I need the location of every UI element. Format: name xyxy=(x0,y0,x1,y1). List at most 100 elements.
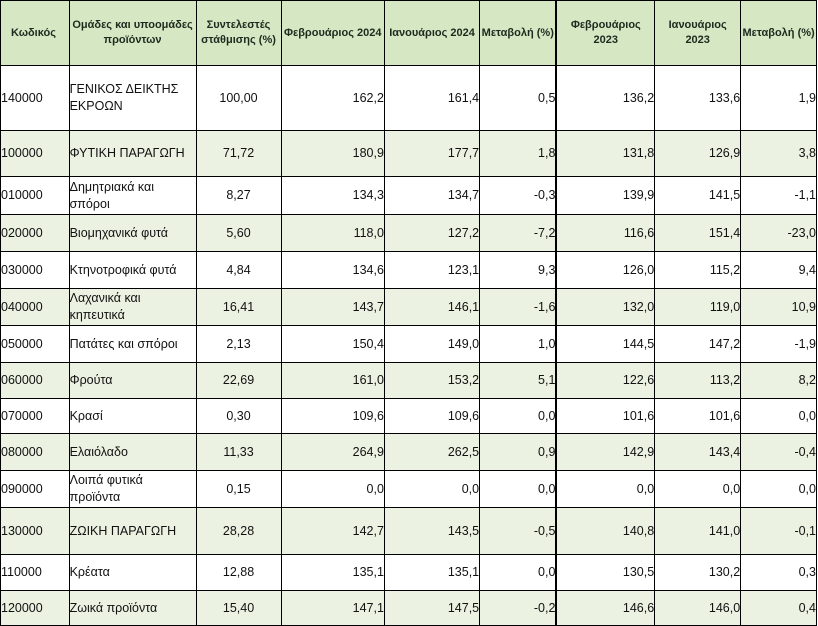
cell-change-2023: -0,4 xyxy=(740,433,817,471)
cell-jan-2023: 126,9 xyxy=(654,130,742,177)
cell-jan-2023: 133,6 xyxy=(654,65,742,131)
cell-group-name: ΖΩΙΚΗ ΠΑΡΑΓΩΓΗ xyxy=(68,507,197,555)
cell-feb-2023: 0,0 xyxy=(555,470,656,508)
header-change-2023: Μεταβολή (%) xyxy=(740,0,817,66)
cell-jan-2024: 134,7 xyxy=(383,176,481,215)
table-row: 140000 ΓΕΝΙΚΟΣ ΔΕΙΚΤΗΣ ΕΚΡΟΩΝ 100,00 162… xyxy=(0,65,817,131)
cell-change-2024: -0,5 xyxy=(479,507,557,555)
cell-jan-2023: 143,4 xyxy=(654,433,742,471)
cell-feb-2023: 122,6 xyxy=(555,362,656,399)
cell-feb-2023: 101,6 xyxy=(555,398,656,434)
cell-change-2023: 0,0 xyxy=(740,398,817,434)
cell-change-2023: 10,9 xyxy=(740,288,817,326)
cell-group-name: Κρέατα xyxy=(68,554,197,591)
cell-code: 070000 xyxy=(0,398,70,434)
cell-group-name: Βιομηχανικά φυτά xyxy=(68,214,197,252)
cell-feb-2023: 131,8 xyxy=(555,130,656,177)
cell-jan-2024: 127,2 xyxy=(383,214,481,252)
cell-change-2024: 0,9 xyxy=(479,433,557,471)
cell-code: 140000 xyxy=(0,65,70,131)
cell-feb-2024: 134,6 xyxy=(280,251,385,289)
cell-feb-2024: 142,7 xyxy=(280,507,385,555)
cell-change-2024: 1,0 xyxy=(479,325,557,363)
cell-jan-2023: 113,2 xyxy=(654,362,742,399)
cell-change-2023: -23,0 xyxy=(740,214,817,252)
cell-weight: 28,28 xyxy=(195,507,282,555)
cell-code: 090000 xyxy=(0,470,70,508)
cell-change-2024: 9,3 xyxy=(479,251,557,289)
cell-change-2024: 5,1 xyxy=(479,362,557,399)
cell-feb-2023: 140,8 xyxy=(555,507,656,555)
table-row: 090000 Λοιπά φυτικά προϊόντα 0,15 0,0 0,… xyxy=(0,470,817,508)
cell-code: 130000 xyxy=(0,507,70,555)
cell-jan-2023: 141,5 xyxy=(654,176,742,215)
cell-weight: 5,60 xyxy=(195,214,282,252)
table-row: 050000 Πατάτες και σπόροι 2,13 150,4 149… xyxy=(0,325,817,363)
cell-jan-2023: 130,2 xyxy=(654,554,742,591)
cell-jan-2023: 147,2 xyxy=(654,325,742,363)
header-groups: Ομάδες και υποομάδες προϊόντων xyxy=(68,0,197,66)
header-jan-2023: Ιανουάριος 2023 xyxy=(654,0,742,66)
cell-feb-2024: 143,7 xyxy=(280,288,385,326)
cell-jan-2024: 109,6 xyxy=(383,398,481,434)
cell-jan-2023: 141,0 xyxy=(654,507,742,555)
cell-feb-2024: 134,3 xyxy=(280,176,385,215)
cell-change-2023: -1,1 xyxy=(740,176,817,215)
table-body: 140000 ΓΕΝΙΚΟΣ ΔΕΙΚΤΗΣ ΕΚΡΟΩΝ 100,00 162… xyxy=(0,65,817,626)
cell-jan-2024: 135,1 xyxy=(383,554,481,591)
cell-feb-2023: 144,5 xyxy=(555,325,656,363)
cell-change-2023: 3,8 xyxy=(740,130,817,177)
cell-weight: 11,33 xyxy=(195,433,282,471)
cell-jan-2024: 153,2 xyxy=(383,362,481,399)
cell-group-name: ΓΕΝΙΚΟΣ ΔΕΙΚΤΗΣ ΕΚΡΟΩΝ xyxy=(68,65,197,131)
cell-change-2024: -0,3 xyxy=(479,176,557,215)
cell-code: 050000 xyxy=(0,325,70,363)
cell-feb-2024: 162,2 xyxy=(280,65,385,131)
cell-feb-2024: 150,4 xyxy=(280,325,385,363)
cell-code: 010000 xyxy=(0,176,70,215)
cell-jan-2024: 146,1 xyxy=(383,288,481,326)
cell-code: 040000 xyxy=(0,288,70,326)
cell-feb-2023: 130,5 xyxy=(555,554,656,591)
table-row: 070000 Κρασί 0,30 109,6 109,6 0,0 101,6 … xyxy=(0,398,817,434)
cell-change-2024: -0,2 xyxy=(479,590,557,626)
cell-change-2023: 8,2 xyxy=(740,362,817,399)
cell-weight: 16,41 xyxy=(195,288,282,326)
cell-code: 120000 xyxy=(0,590,70,626)
cell-feb-2024: 135,1 xyxy=(280,554,385,591)
cell-group-name: Κρασί xyxy=(68,398,197,434)
cell-change-2023: 0,3 xyxy=(740,554,817,591)
table-row: 120000 Ζωικά προϊόντα 15,40 147,1 147,5 … xyxy=(0,590,817,626)
cell-feb-2023: 126,0 xyxy=(555,251,656,289)
header-feb-2023: Φεβρουάριος 2023 xyxy=(555,0,656,66)
cell-weight: 0,30 xyxy=(195,398,282,434)
table-row: 010000 Δημητριακά και σπόροι 8,27 134,3 … xyxy=(0,176,817,215)
cell-code: 080000 xyxy=(0,433,70,471)
header-jan-2024: Ιανουάριος 2024 xyxy=(383,0,481,66)
cell-feb-2023: 139,9 xyxy=(555,176,656,215)
cell-code: 020000 xyxy=(0,214,70,252)
cell-change-2024: 0,5 xyxy=(479,65,557,131)
cell-change-2023: -1,9 xyxy=(740,325,817,363)
header-change-2024: Μεταβολή (%) xyxy=(479,0,557,66)
header-feb-2024: Φεβρουάριος 2024 xyxy=(280,0,385,66)
cell-feb-2024: 118,0 xyxy=(280,214,385,252)
cell-group-name: ΦΥΤΙΚΗ ΠΑΡΑΓΩΓΗ xyxy=(68,130,197,177)
cell-weight: 0,15 xyxy=(195,470,282,508)
cell-jan-2023: 115,2 xyxy=(654,251,742,289)
cell-change-2023: -0,1 xyxy=(740,507,817,555)
cell-feb-2024: 0,0 xyxy=(280,470,385,508)
cell-group-name: Πατάτες και σπόροι xyxy=(68,325,197,363)
cell-jan-2024: 123,1 xyxy=(383,251,481,289)
cell-group-name: Λοιπά φυτικά προϊόντα xyxy=(68,470,197,508)
cell-change-2024: 0,0 xyxy=(479,554,557,591)
cell-feb-2024: 264,9 xyxy=(280,433,385,471)
cell-feb-2024: 180,9 xyxy=(280,130,385,177)
table-row: 100000 ΦΥΤΙΚΗ ΠΑΡΑΓΩΓΗ 71,72 180,9 177,7… xyxy=(0,130,817,177)
table-row: 060000 Φρούτα 22,69 161,0 153,2 5,1 122,… xyxy=(0,362,817,399)
cell-feb-2024: 109,6 xyxy=(280,398,385,434)
header-weight: Συντελεστές στάθμισης (%) xyxy=(195,0,282,66)
cell-change-2024: -1,6 xyxy=(479,288,557,326)
cell-group-name: Κτηνοτροφικά φυτά xyxy=(68,251,197,289)
